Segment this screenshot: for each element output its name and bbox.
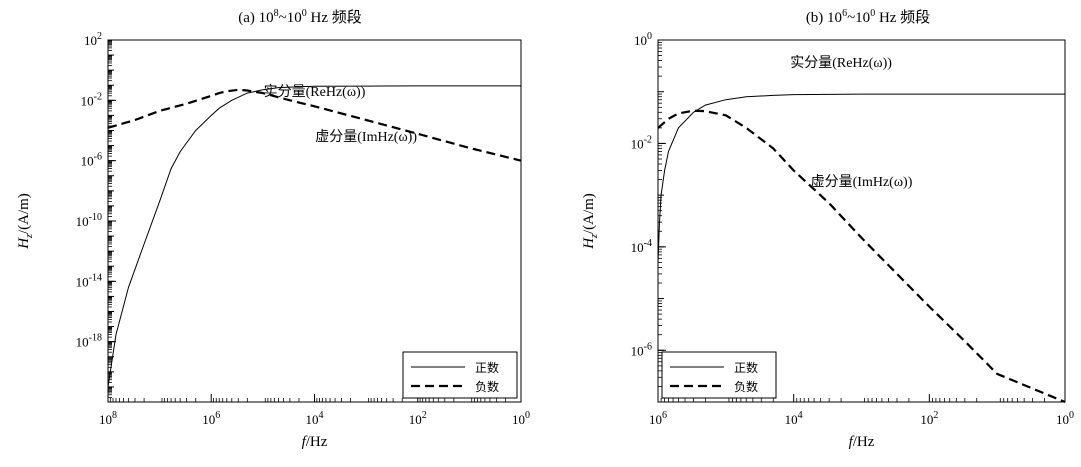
chart-title: (b) 106~100 Hz 频段 [806, 8, 930, 26]
x-tick-label: 100 [512, 410, 530, 427]
y-tick-label: 102 [84, 31, 102, 48]
legend-label: 负数 [475, 379, 499, 394]
x-minor-ticks [109, 398, 506, 402]
y-axis-label: Hz/(A/m) [581, 193, 600, 250]
annotation-real: 实分量(ReHz(ω)) [790, 55, 892, 71]
x-tick-label: 104 [306, 410, 324, 427]
y-tick-label: 10-18 [76, 333, 102, 350]
y-tick-label: 10-6 [81, 152, 102, 169]
annotation-imag: 虚分量(ImHz(ω)) [811, 174, 913, 190]
x-tick-label: 100 [1056, 410, 1074, 427]
x-tick-label: 104 [785, 410, 803, 427]
annotation-real: 实分量(ReHz(ω)) [264, 84, 366, 100]
series-real-line [107, 85, 521, 387]
legend-label: 正数 [475, 360, 499, 375]
x-tick-label: 102 [920, 410, 938, 427]
y-tick-label: 10-4 [631, 238, 652, 255]
plot-frame [657, 39, 1066, 403]
legend-box [402, 351, 518, 399]
series-real-line [657, 93, 1065, 263]
legend-label: 正数 [734, 360, 758, 375]
x-axis-label: f/Hz [849, 434, 875, 450]
x-tick-label: 108 [99, 410, 117, 427]
series-imag-line [107, 88, 522, 162]
legend-box [661, 351, 777, 399]
y-tick-label: 100 [634, 31, 652, 48]
y-tick-label: 10-10 [76, 212, 102, 229]
x-tick-label: 106 [649, 410, 667, 427]
y-minor-ticks [658, 41, 664, 403]
y-tick-label: 10-14 [76, 272, 102, 289]
chart-panel-a: (a) 108~100 Hz 频段 108 106 104 102 100 102 10-2 1… [16, 8, 530, 450]
chart-title: (a) 108~100 Hz 频段 [238, 8, 362, 26]
y-tick-label: 10-2 [631, 134, 652, 151]
x-tick-label: 106 [202, 410, 220, 427]
series-imag-line [657, 109, 1066, 404]
annotation-imag: 虚分量(ImHz(ω)) [315, 129, 417, 145]
chart-panel-b: (b) 106~100 Hz 频段 106 104 102 100 100 10-2 10-4… [581, 8, 1074, 450]
x-axis-label: f/Hz [302, 434, 328, 450]
legend-label: 负数 [734, 379, 758, 394]
y-tick-label: 10-2 [81, 91, 102, 108]
y-axis-label: Hz/(A/m) [16, 193, 35, 250]
x-minor-ticks [660, 398, 1045, 402]
y-minor-ticks [108, 40, 114, 403]
x-tick-label: 102 [409, 410, 427, 427]
y-tick-label: 10-6 [631, 341, 652, 358]
